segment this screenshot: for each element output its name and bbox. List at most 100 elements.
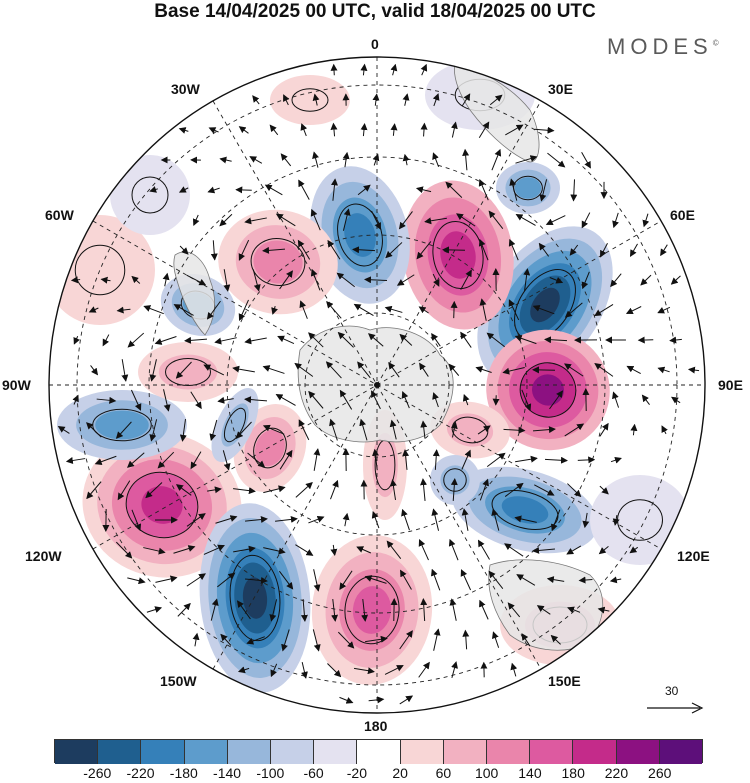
wind-arrow [371, 210, 381, 230]
wind-arrow [143, 547, 166, 555]
colorbar-swatch [141, 740, 185, 764]
wind-arrow [598, 545, 609, 555]
wind-arrow [460, 269, 472, 290]
wind-arrow [532, 426, 556, 434]
wind-arrow [361, 599, 369, 622]
wind-arrow [514, 335, 537, 345]
wind-arrow [418, 539, 429, 561]
wind-arrow [477, 425, 491, 435]
wind-arrow [130, 389, 142, 411]
wind-arrow [215, 515, 238, 524]
anomaly-cell [57, 390, 187, 460]
wind-arrow [263, 547, 286, 555]
wind-arrow [610, 273, 622, 288]
wind-arrow [149, 419, 158, 442]
wind-arrow [479, 298, 487, 321]
reference-vector-value: 30 [665, 684, 679, 698]
wind-arrow [208, 127, 219, 134]
wind-arrow [342, 512, 350, 527]
wind-arrow [192, 214, 200, 227]
wind-arrow [641, 394, 650, 405]
colorbar-swatch [227, 740, 272, 764]
wind-arrow [532, 366, 556, 374]
lon-label-90e: 90E [718, 377, 743, 393]
wind-arrow [127, 577, 146, 585]
wind-arrow [581, 212, 591, 229]
wind-arrow [360, 63, 368, 76]
wind-arrow [96, 396, 117, 404]
wind-arrow [491, 631, 500, 648]
wind-arrow [629, 546, 639, 554]
wind-arrow [515, 455, 538, 463]
wind-arrow [550, 509, 561, 532]
wind-arrow [415, 186, 432, 194]
wind-arrow [532, 546, 556, 554]
wind-arrow [298, 179, 310, 200]
wind-arrow [330, 544, 338, 557]
colorbar-tick-label: 260 [648, 765, 672, 781]
wind-arrow [486, 332, 505, 348]
wind-arrow [640, 274, 652, 286]
wind-arrow [432, 392, 439, 408]
wind-arrow [372, 448, 379, 471]
wind-arrow [479, 478, 489, 501]
wind-arrow [342, 208, 351, 231]
wind-arrow [330, 479, 339, 500]
wind-arrow [581, 271, 590, 290]
wind-arrow [116, 306, 131, 314]
wind-arrow [121, 359, 129, 382]
wind-arrow [219, 156, 232, 164]
wind-arrow [245, 516, 268, 523]
wind-arrow [400, 569, 412, 590]
wind-arrow [313, 448, 321, 471]
latitude-circle [226, 234, 528, 536]
wind-arrow [687, 366, 700, 374]
wind-arrow [178, 127, 189, 134]
landmasses [173, 61, 604, 651]
wind-arrow [612, 391, 620, 408]
wind-arrow [238, 126, 249, 134]
wind-arrow [612, 212, 619, 229]
wind-arrow [337, 631, 355, 649]
anomaly-cell [270, 75, 350, 125]
wind-arrow [642, 213, 650, 228]
wind-arrow [564, 423, 585, 437]
wind-arrow [442, 246, 466, 254]
south-pole-marker [374, 382, 380, 388]
wind-arrow [308, 390, 324, 409]
wind-arrow [353, 303, 374, 317]
lon-label-180: 180 [364, 718, 388, 734]
wind-arrow [491, 148, 502, 171]
colorbar-swatch [573, 740, 617, 764]
wind-arrow [626, 365, 641, 375]
wind-arrow [313, 569, 321, 592]
wind-arrow [279, 449, 293, 470]
wind-arrow [661, 425, 668, 435]
wind-arrow [534, 484, 555, 496]
colorbar-swatch [314, 740, 358, 764]
lon-label-30w: 30W [171, 81, 200, 97]
wind-arrow [521, 389, 532, 412]
wind-arrow [503, 426, 526, 434]
wind-arrow [143, 305, 164, 315]
wind-arrow [263, 485, 286, 494]
anomaly-cell [138, 342, 238, 402]
wind-arrow [179, 245, 189, 255]
wind-arrow [238, 299, 249, 321]
wind-arrow [390, 63, 398, 76]
wind-arrow [544, 336, 568, 344]
map-title: Base 14/04/2025 00 UTC, valid 18/04/2025… [154, 1, 596, 22]
wind-arrow [252, 269, 261, 292]
wind-arrow [564, 302, 583, 318]
wind-arrow [461, 508, 469, 531]
wind-arrow [190, 451, 202, 470]
colorbar-tick-label: 140 [518, 765, 542, 781]
wind-arrow [594, 363, 614, 377]
wind-arrow [331, 599, 339, 622]
lon-label-120w: 120W [25, 548, 62, 564]
colorbar-tick-label: 20 [392, 765, 408, 781]
wind-arrow [223, 269, 231, 292]
wind-arrow [384, 305, 403, 313]
wind-arrow [177, 602, 191, 617]
wind-arrow [264, 184, 283, 196]
